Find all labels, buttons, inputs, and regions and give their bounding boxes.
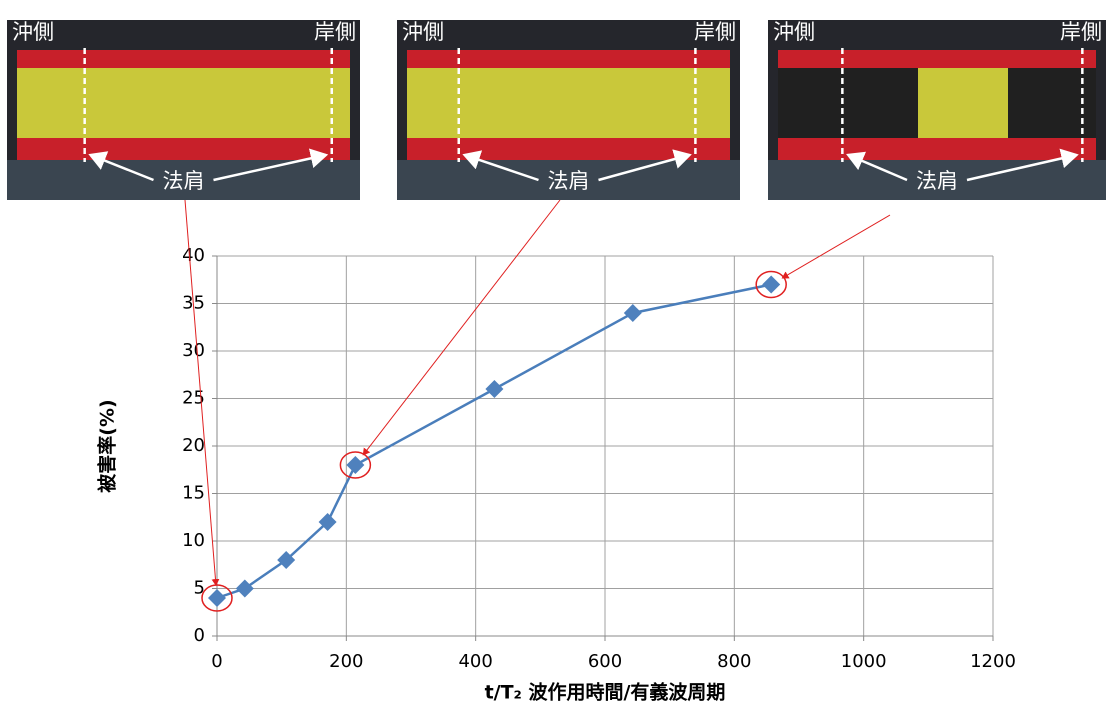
y-axis-label: 被害率(%) <box>96 399 119 492</box>
connector-arrow <box>782 215 890 278</box>
connector-arrow <box>363 200 560 455</box>
y-tick-label: 20 <box>182 435 205 456</box>
photo-bottom-label: 法肩 <box>548 169 590 193</box>
data-line <box>217 285 771 599</box>
x-tick-label: 0 <box>211 651 222 672</box>
y-tick-label: 10 <box>182 530 205 551</box>
photo-left-label: 沖側 <box>402 20 444 44</box>
red-band <box>407 50 730 68</box>
photo-bottom-label: 法肩 <box>163 169 205 193</box>
x-tick-label: 600 <box>588 651 622 672</box>
data-point <box>208 589 226 607</box>
y-tick-label: 40 <box>182 245 205 266</box>
photo-bottom-label: 法肩 <box>916 169 958 193</box>
y-tick-label: 0 <box>194 625 205 646</box>
photo-left-label: 沖側 <box>773 20 815 44</box>
photo-left-label: 沖側 <box>12 20 54 44</box>
y-tick-label: 15 <box>182 483 205 504</box>
yellow-band <box>407 68 730 138</box>
data-point <box>485 380 503 398</box>
data-point <box>236 580 254 598</box>
x-axis-label: t/T₂ 波作用時間/有義波周期 <box>485 681 726 704</box>
photo-right-label: 岸側 <box>1060 20 1102 44</box>
x-tick-label: 1200 <box>970 651 1016 672</box>
data-point <box>346 456 364 474</box>
y-tick-label: 30 <box>182 340 205 361</box>
page: t/T₂ 波作用時間/有義波周期 被害率(%) 沖側 岸側法肩 沖側 岸側法肩 沖側 岸側… <box>0 0 1112 715</box>
red-band <box>17 50 350 68</box>
red-band <box>778 50 1096 68</box>
x-tick-label: 1000 <box>841 651 887 672</box>
y-tick-label: 5 <box>194 578 205 599</box>
x-tick-label: 800 <box>717 651 751 672</box>
x-tick-label: 200 <box>329 651 363 672</box>
data-point <box>624 304 642 322</box>
yellow-band <box>918 68 1008 138</box>
red-band <box>778 138 1096 160</box>
photo-right-label: 岸側 <box>694 20 736 44</box>
data-point <box>762 276 780 294</box>
red-band <box>17 138 350 160</box>
yellow-band <box>17 68 350 138</box>
x-tick-label: 400 <box>458 651 492 672</box>
photo-right-label: 岸側 <box>314 20 356 44</box>
